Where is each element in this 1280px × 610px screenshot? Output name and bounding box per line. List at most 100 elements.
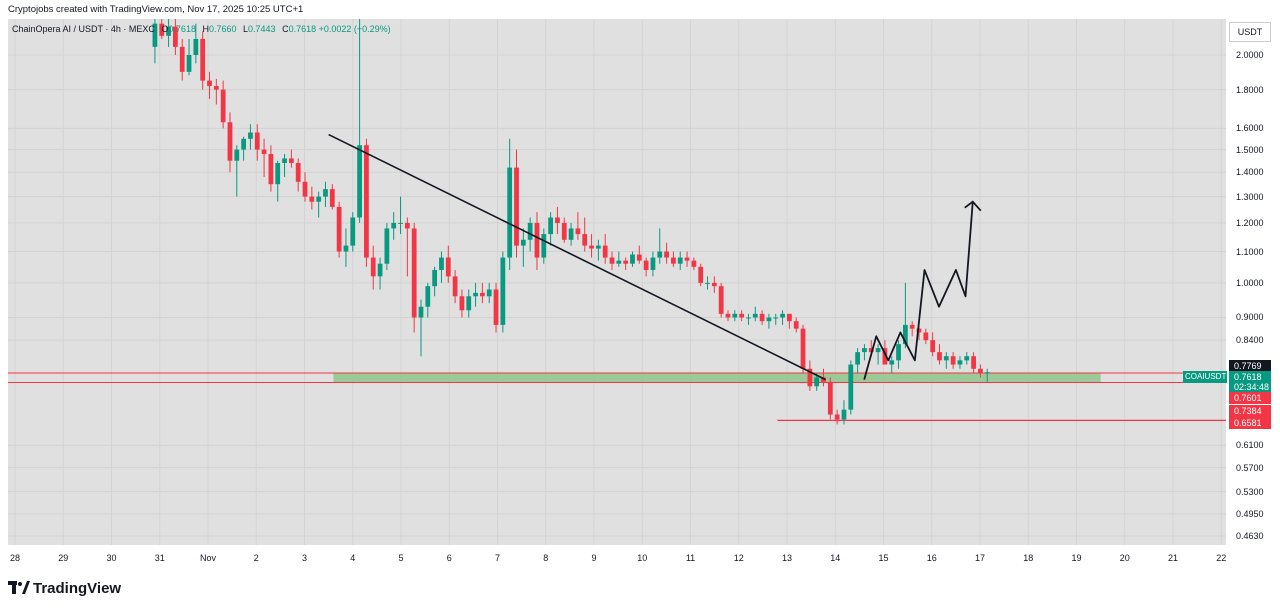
price-badge-down: 0.7601 — [1229, 392, 1271, 404]
time-tick-label: Nov — [199, 553, 217, 563]
candle-body — [691, 260, 697, 267]
candle-body — [370, 257, 376, 277]
candle-body — [650, 257, 656, 270]
candle-body — [384, 228, 390, 264]
price-axis[interactable] — [1226, 19, 1280, 545]
candle-body — [193, 38, 199, 55]
projection-arrowhead — [964, 200, 982, 212]
candle-body — [316, 196, 322, 202]
chart-plot-area[interactable] — [8, 19, 1226, 545]
candle-body — [439, 257, 444, 270]
candle-body — [302, 181, 308, 197]
candle-body — [248, 132, 253, 139]
candle-body — [548, 217, 554, 235]
price-tick-label: 0.6100 — [1236, 440, 1264, 451]
time-tick-label: 7 — [494, 553, 501, 563]
time-tick-label: 13 — [781, 553, 793, 563]
price-tick-label: 0.9000 — [1236, 312, 1264, 323]
candle-body — [398, 222, 403, 224]
candle-body — [780, 313, 785, 318]
time-tick-label: 14 — [830, 553, 841, 563]
candle-body — [657, 251, 663, 258]
candle-body — [902, 324, 908, 345]
candle-body — [179, 46, 185, 72]
candle-body — [418, 306, 424, 318]
candle-body — [227, 122, 233, 161]
candle-body — [616, 260, 622, 264]
candle-body — [807, 368, 813, 387]
time-tick-label: 28 — [9, 553, 21, 563]
price-tick-label: 2.0000 — [1236, 50, 1264, 60]
candle-body — [561, 222, 567, 240]
candle-body — [159, 23, 165, 36]
price-badge-down: 0.6581 — [1229, 417, 1271, 429]
candle-body — [732, 313, 738, 318]
time-tick-label: 11 — [685, 553, 696, 563]
candle-body — [568, 228, 574, 240]
candle-body — [834, 414, 840, 420]
candle-body — [602, 245, 608, 258]
candle-body — [186, 55, 192, 72]
price-tick-label: 1.3000 — [1236, 191, 1264, 202]
legend-open-label: O — [161, 24, 169, 34]
candle-body — [718, 286, 724, 314]
candle-body — [173, 26, 178, 47]
candle-body — [739, 313, 745, 318]
candle-body — [220, 89, 226, 123]
candle-body — [705, 282, 710, 284]
candle-body — [520, 239, 526, 246]
candle-body — [766, 317, 772, 322]
candle-body — [432, 269, 438, 287]
time-tick-label: 30 — [106, 553, 117, 563]
candle-body — [984, 372, 990, 374]
time-tick-label: 6 — [446, 553, 452, 563]
candle-body — [896, 344, 901, 361]
price-badge-countdown: 02:34:48 — [1229, 381, 1271, 393]
time-tick-label: 3 — [301, 553, 308, 563]
candle-body — [589, 245, 594, 249]
candle-body — [787, 313, 792, 322]
candle-body — [964, 356, 970, 361]
candle-body — [254, 132, 260, 150]
legend-change: +0.0022 (+0.29%) — [318, 24, 391, 34]
legend-low-label: L — [243, 24, 249, 34]
price-badge-neutral: 0.7769 — [1229, 360, 1271, 372]
price-tick-label: 0.5300 — [1236, 486, 1264, 497]
candle-body — [200, 38, 206, 81]
candle-body — [855, 352, 861, 365]
time-axis[interactable] — [8, 547, 1226, 569]
candle-body — [800, 328, 806, 369]
price-tick-label: 1.2000 — [1236, 217, 1264, 228]
symbol-legend: ChainOpera AI / USDT · 4h · MEXC O0.7618… — [12, 24, 391, 34]
tradingview-logo[interactable]: TradingView — [8, 580, 121, 598]
candle-body — [937, 352, 942, 361]
candle-body — [677, 257, 683, 264]
time-tick-label: 8 — [543, 553, 549, 563]
candle-body — [357, 145, 362, 218]
candle-body — [636, 254, 642, 261]
chart-header: Cryptojobs created with TradingView.com,… — [8, 4, 304, 15]
time-tick-label: 22 — [1216, 553, 1227, 563]
candle-body — [213, 86, 219, 90]
candle-body — [480, 292, 485, 297]
candle-body — [152, 23, 158, 47]
candle-body — [350, 217, 356, 246]
candle-body — [493, 289, 499, 325]
price-tick-label: 1.4000 — [1236, 167, 1264, 178]
candle-body — [555, 217, 560, 223]
candle-body — [759, 313, 765, 322]
time-tick-label: 29 — [58, 553, 69, 563]
chart-layer — [8, 19, 1226, 545]
time-tick-label: 10 — [637, 553, 648, 563]
candle-body — [459, 296, 465, 311]
candle-body — [698, 266, 704, 283]
price-tick-label: 1.8000 — [1236, 84, 1264, 95]
candle-body — [452, 276, 458, 297]
candle-body — [827, 381, 833, 415]
legend-low-value: 0.7443 — [248, 24, 276, 34]
candle-body — [643, 260, 649, 270]
currency-selector[interactable]: USDT — [1229, 22, 1271, 42]
candle-body — [868, 348, 874, 353]
candle-body — [623, 260, 629, 264]
